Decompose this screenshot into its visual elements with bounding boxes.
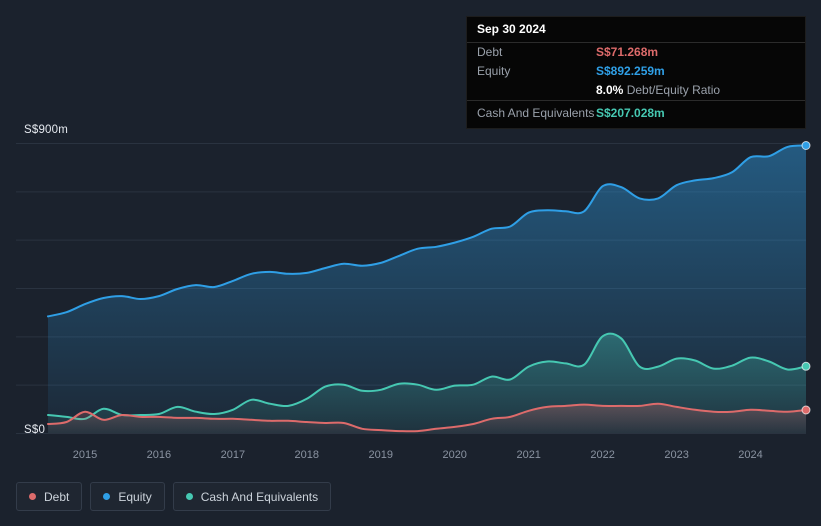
legend-item-cash[interactable]: Cash And Equivalents <box>173 482 331 511</box>
tooltip-row-equity: Equity S$892.259m <box>467 62 805 81</box>
tooltip-equity-label: Equity <box>477 64 596 79</box>
tooltip-row-cash: Cash And Equivalents S$207.028m <box>467 101 805 128</box>
tooltip-debt-value: S$71.268m <box>596 45 658 60</box>
tooltip-equity-value: S$892.259m <box>596 64 665 79</box>
x-axis-tick-label: 2019 <box>369 449 393 461</box>
x-axis-tick-label: 2023 <box>664 449 688 461</box>
tooltip-ratio-value: 8.0% <box>596 83 623 97</box>
latest-point-debt[interactable] <box>802 406 810 414</box>
x-axis-tick-label: 2017 <box>221 449 245 461</box>
tooltip-ratio-label: Debt/Equity Ratio <box>627 83 720 97</box>
x-axis-tick-label: 2021 <box>516 449 540 461</box>
x-axis-tick-label: 2020 <box>442 449 466 461</box>
legend-dot-equity <box>103 493 110 500</box>
x-axis-tick-label: 2016 <box>147 449 171 461</box>
tooltip-row-debt: Debt S$71.268m <box>467 43 805 62</box>
legend-label-equity: Equity <box>118 490 151 504</box>
x-axis-tick-label: 2024 <box>738 449 762 461</box>
x-axis-tick-label: 2018 <box>295 449 319 461</box>
tooltip-date: Sep 30 2024 <box>467 17 805 42</box>
x-axis-tick-label: 2022 <box>590 449 614 461</box>
tooltip-debt-label: Debt <box>477 45 596 60</box>
tooltip-cash-value: S$207.028m <box>596 106 665 121</box>
tooltip-cash-label: Cash And Equivalents <box>477 106 596 121</box>
legend-label-cash: Cash And Equivalents <box>201 490 318 504</box>
legend-item-equity[interactable]: Equity <box>90 482 164 511</box>
tooltip-row-ratio: 8.0% Debt/Equity Ratio <box>467 81 805 100</box>
x-axis-tick-label: 2015 <box>73 449 97 461</box>
debt-equity-history-chart: 2015 2016 2017 2018 2019 2020 2021 2022 2023 2024… <box>0 0 821 526</box>
y-axis-label-max: S$900m <box>24 124 68 136</box>
latest-point-equity[interactable] <box>802 142 810 150</box>
y-axis-label-min: S$0 <box>24 424 45 436</box>
chart-legend: Debt Equity Cash And Equivalents <box>16 482 331 511</box>
legend-dot-cash <box>186 493 193 500</box>
legend-label-debt: Debt <box>44 490 69 504</box>
chart-tooltip: Sep 30 2024 Debt S$71.268m Equity S$892.… <box>466 16 806 129</box>
latest-point-cash-and-equivalents[interactable] <box>802 362 810 370</box>
legend-dot-debt <box>29 493 36 500</box>
legend-item-debt[interactable]: Debt <box>16 482 82 511</box>
